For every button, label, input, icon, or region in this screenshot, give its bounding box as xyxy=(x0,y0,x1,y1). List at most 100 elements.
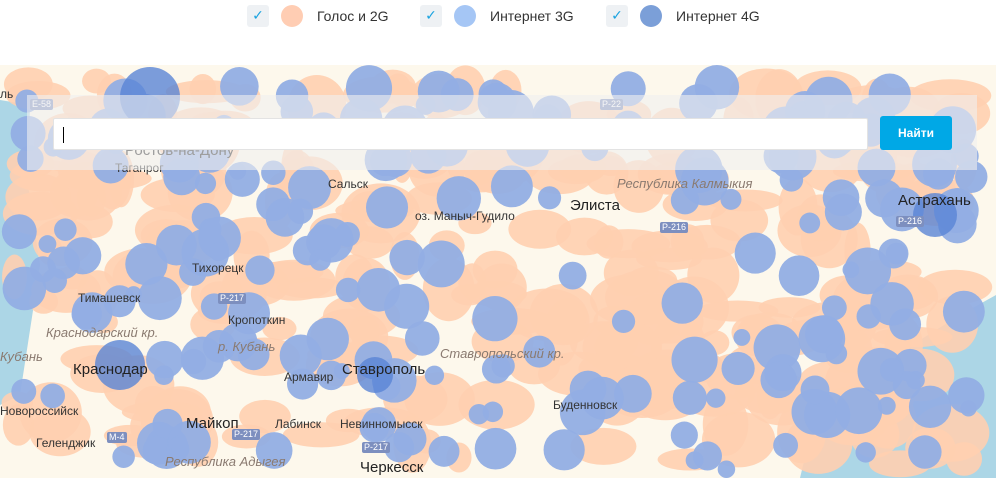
internet-coverage-area xyxy=(316,360,346,391)
internet-coverage-area xyxy=(474,427,517,470)
voice-coverage-area xyxy=(262,316,297,341)
text-caret xyxy=(63,127,64,143)
search-input[interactable] xyxy=(53,118,868,150)
internet-coverage-area xyxy=(558,261,587,290)
voice-coverage-area xyxy=(594,325,663,368)
internet-coverage-area xyxy=(472,295,518,342)
checkbox-internet-4g[interactable]: ✓ xyxy=(606,5,628,27)
internet-coverage-area xyxy=(844,247,892,295)
map-place-label: Ставропольский кр. xyxy=(440,346,565,361)
internet-coverage-area xyxy=(865,179,904,218)
internet-coverage-area xyxy=(490,165,533,208)
internet-coverage-area xyxy=(365,186,409,229)
map-place-label: Невинномысск xyxy=(340,417,423,431)
internet-coverage-area xyxy=(288,166,332,210)
internet-coverage-area xyxy=(287,368,319,400)
internet-coverage-area xyxy=(821,295,847,321)
voice-coverage-area xyxy=(239,399,291,433)
search-button[interactable]: Найти xyxy=(880,116,952,150)
internet-coverage-area xyxy=(825,342,848,365)
legend-item-internet-3g[interactable]: ✓ Интернет 3G xyxy=(420,3,574,29)
internet-coverage-area xyxy=(209,242,228,262)
legend-label: Интернет 3G xyxy=(490,8,574,24)
internet-coverage-area xyxy=(672,380,707,415)
map-place-label: Ставрополь xyxy=(342,361,426,378)
map-place-label: Черкесск xyxy=(360,459,424,476)
internet-coverage-area xyxy=(613,374,652,413)
internet-coverage-area xyxy=(64,237,102,275)
map-place-label: ль xyxy=(0,87,14,101)
internet-coverage-area xyxy=(287,198,314,225)
internet-coverage-area xyxy=(309,249,332,271)
checkbox-voice-2g[interactable]: ✓ xyxy=(247,5,269,27)
map-place-label: Тихорецк xyxy=(192,261,244,275)
internet-coverage-area xyxy=(2,266,47,311)
internet-coverage-area xyxy=(424,365,445,385)
internet-coverage-area xyxy=(142,435,172,465)
internet-coverage-area xyxy=(885,242,908,265)
map-place-label: Новороссийск xyxy=(0,404,79,418)
internet-coverage-area xyxy=(40,383,65,409)
internet-coverage-area xyxy=(279,334,322,377)
road-number-badge: P-217 xyxy=(232,429,261,440)
checkbox-internet-3g[interactable]: ✓ xyxy=(420,5,442,27)
internet-coverage-area xyxy=(428,435,460,467)
map-place-label: Буденновск xyxy=(553,398,618,412)
internet-coverage-area xyxy=(580,376,624,420)
coverage-legend: ✓ Голос и 2G ✓ Интернет 3G ✓ Интернет 4G xyxy=(0,0,996,65)
road-number-badge: P-216 xyxy=(660,222,689,233)
internet-coverage-area xyxy=(468,403,490,425)
internet-coverage-area xyxy=(481,354,511,384)
internet-coverage-area xyxy=(892,371,921,400)
internet-coverage-area xyxy=(835,387,883,435)
internet-coverage-area xyxy=(611,309,636,334)
coverage-map[interactable]: Ростов-на-ДонуТаганрогСальскоз. Маныч-Гу… xyxy=(0,65,996,478)
internet-coverage-area xyxy=(799,212,821,234)
road-number-badge: P-216 xyxy=(896,216,925,227)
internet-coverage-area xyxy=(417,240,465,288)
internet-coverage-area xyxy=(543,429,585,471)
internet-coverage-area xyxy=(692,441,722,471)
internet-coverage-area xyxy=(180,348,207,375)
internet-coverage-area xyxy=(877,396,896,415)
legend-item-internet-4g[interactable]: ✓ Интернет 4G xyxy=(606,3,760,29)
voice-2g-swatch-icon xyxy=(281,5,303,27)
map-place-label: Кропоткин xyxy=(228,313,286,327)
internet-coverage-area xyxy=(733,329,751,346)
internet-coverage-area xyxy=(54,218,77,241)
internet-coverage-area xyxy=(245,255,275,285)
internet-coverage-area xyxy=(361,407,397,442)
internet-coverage-area xyxy=(103,285,136,318)
map-place-label: Сальск xyxy=(328,177,368,191)
internet-coverage-area xyxy=(908,435,942,469)
map-place-label: оз. Маныч-Гудило xyxy=(415,209,515,223)
voice-coverage-area xyxy=(508,209,572,249)
internet-coverage-area xyxy=(537,186,562,210)
internet-coverage-area xyxy=(404,321,440,356)
internet-coverage-area xyxy=(661,282,703,324)
voice-coverage-area xyxy=(556,217,613,256)
internet-4g-city-area xyxy=(913,193,957,237)
internet-coverage-area xyxy=(942,290,985,333)
road-number-badge: M-4 xyxy=(107,432,127,443)
map-place-label: Краснодар xyxy=(73,361,148,378)
internet-coverage-area xyxy=(855,442,876,463)
internet-coverage-area xyxy=(237,338,270,371)
voice-coverage-area xyxy=(29,407,91,457)
internet-coverage-area xyxy=(202,329,236,363)
legend-item-voice-2g[interactable]: ✓ Голос и 2G xyxy=(247,3,389,29)
map-place-label: Республика Адыгея xyxy=(165,454,286,469)
internet-coverage-area xyxy=(523,335,556,368)
internet-coverage-area xyxy=(717,460,736,478)
map-place-label: Тимашевск xyxy=(78,291,141,305)
voice-coverage-area xyxy=(758,297,821,318)
internet-coverage-area xyxy=(706,388,726,408)
internet-coverage-area xyxy=(670,421,698,449)
internet-4g-city-area xyxy=(357,357,393,393)
internet-coverage-area xyxy=(198,216,241,260)
search-panel: Найти xyxy=(27,95,977,170)
map-place-label: Элиста xyxy=(570,197,620,214)
voice-coverage-area xyxy=(613,160,665,213)
map-place-label: Кубань xyxy=(0,349,43,364)
internet-coverage-area xyxy=(71,298,102,330)
